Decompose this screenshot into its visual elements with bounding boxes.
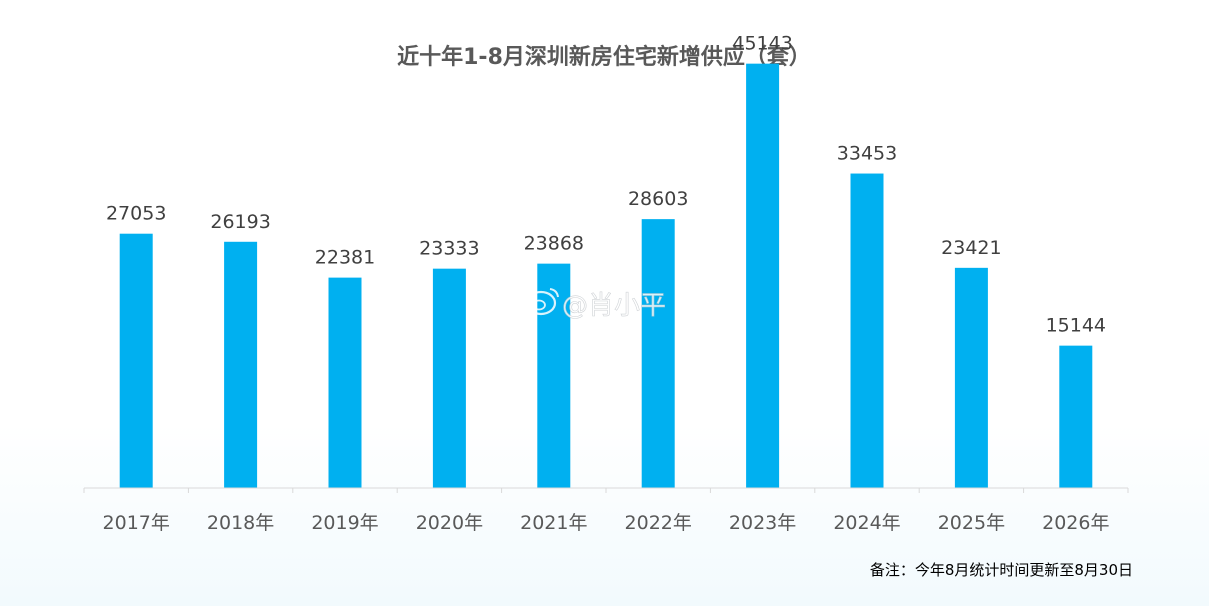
bar [954, 267, 988, 488]
x-tick-label: 2018年 [207, 512, 274, 534]
data-label: 23868 [524, 233, 584, 255]
data-label: 26193 [210, 211, 270, 233]
watermark-text: @肖小平 [562, 291, 666, 321]
data-labels: 27053 26193 22381 23333 23868 28603 45143 33453… [106, 33, 1106, 337]
x-tick-label: 2025年 [938, 512, 1005, 534]
data-label: 27053 [106, 203, 166, 225]
x-tick-label: 2023年 [729, 512, 796, 534]
data-label: 23421 [941, 237, 1001, 259]
bar [328, 277, 362, 488]
watermark: @肖小平 [525, 288, 666, 321]
x-axis-tick-labels: 2017年 2018年 2019年 2020年 2021年 2022年 2023年 2024年… [103, 512, 1110, 534]
bar [119, 233, 153, 488]
bar [746, 63, 780, 489]
data-label: 22381 [315, 247, 375, 269]
bar [224, 241, 258, 488]
data-label: 15144 [1046, 315, 1106, 337]
data-label: 33453 [837, 143, 897, 165]
bar [1059, 345, 1093, 488]
data-label: 28603 [628, 188, 688, 210]
bar [641, 219, 675, 488]
footnote: 备注：今年8月统计时间更新至8月30日 [870, 561, 1133, 579]
x-tick-label: 2017年 [103, 512, 170, 534]
x-axis-ticks [83, 488, 1129, 493]
x-tick-label: 2021年 [520, 512, 587, 534]
bar [432, 268, 466, 488]
bar-series [119, 63, 1093, 489]
bar [850, 173, 884, 488]
weibo-icon [525, 288, 559, 316]
x-tick-label: 2024年 [833, 512, 900, 534]
x-tick-label: 2019年 [311, 512, 378, 534]
data-label: 23333 [419, 238, 479, 260]
x-tick-label: 2026年 [1042, 512, 1109, 534]
chart-title: 近十年1-8月深圳新房住宅新增供应（套） [397, 44, 811, 70]
data-label: 45143 [732, 33, 792, 55]
x-tick-label: 2020年 [416, 512, 483, 534]
x-tick-label: 2022年 [625, 512, 692, 534]
